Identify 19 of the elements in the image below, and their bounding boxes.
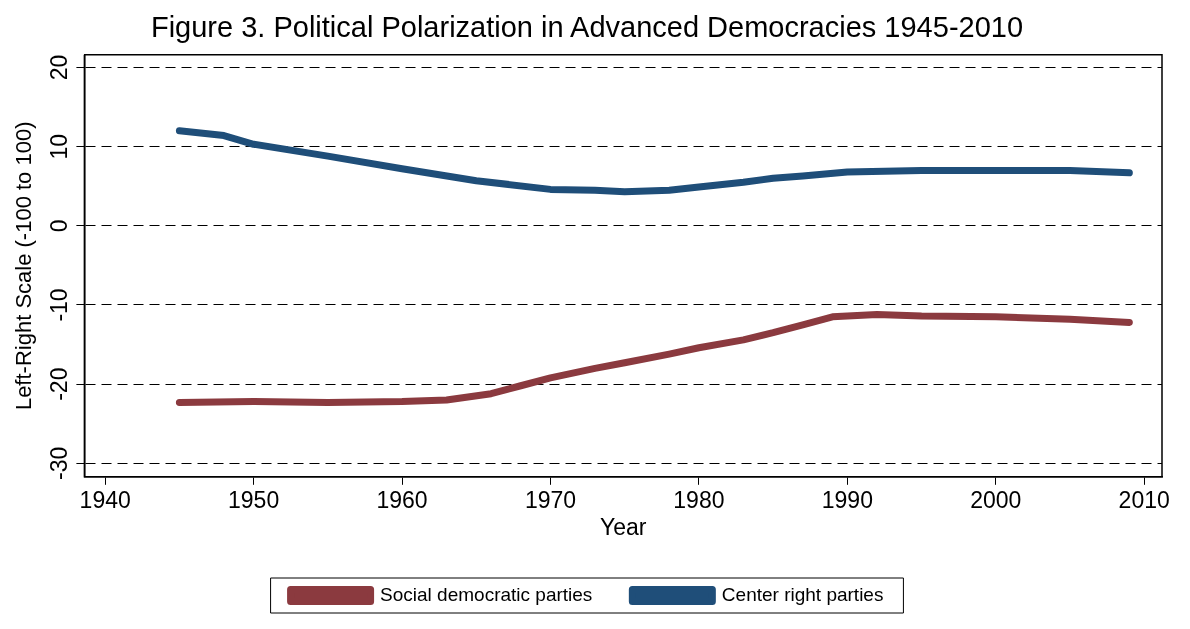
- y-axis-title: Left-Right Scale (-100 to 100): [11, 121, 37, 411]
- x-tick-label: 1940: [79, 486, 131, 513]
- y-tick-label: 20: [46, 54, 73, 81]
- x-tick-label: 1950: [228, 486, 280, 513]
- x-tick-label: 1990: [821, 486, 873, 513]
- y-tick-label: 10: [46, 133, 73, 160]
- x-tick-label: 1970: [524, 486, 577, 513]
- x-tick-label: 1980: [673, 486, 725, 513]
- legend-label: Social democratic parties: [380, 583, 593, 605]
- y-tick-label: -10: [46, 288, 73, 322]
- y-tick-label: -30: [46, 446, 73, 480]
- y-tick-label: -20: [46, 367, 73, 401]
- x-tick-label: 1960: [376, 486, 428, 513]
- x-tick-label: 2010: [1118, 486, 1170, 513]
- chart-title: Figure 3. Political Polarization in Advanced Democracies 1945-2010: [150, 11, 1024, 44]
- legend-label: Center right parties: [721, 583, 884, 605]
- x-axis-title: Year: [599, 513, 647, 540]
- y-tick-label: 0: [46, 219, 73, 233]
- x-tick-label: 2000: [970, 486, 1022, 513]
